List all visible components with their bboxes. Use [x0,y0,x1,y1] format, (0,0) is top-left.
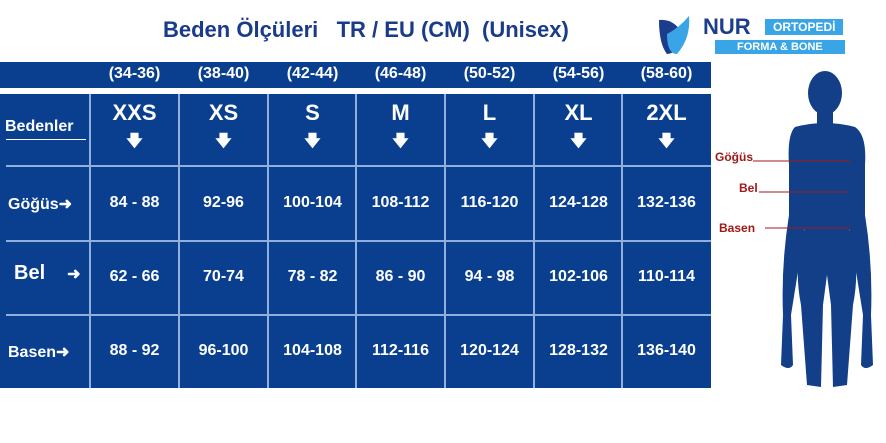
measurement-cell: 108-112 [371,194,430,211]
measurement-cell: 102-106 [549,268,608,285]
right-arrow-icon: ➜ [56,344,70,361]
size-header: XS 🡇 [179,100,268,157]
logo-brand: NUR [703,14,751,39]
right-arrow-icon: ➜ [58,196,73,213]
measurement-cell: 84 - 88 [109,194,160,211]
measurement-cell: 112-116 [372,342,429,359]
row-label-text: Basen [8,344,57,361]
size-header: L 🡇 [445,100,534,157]
size-range: (54-56) [552,65,605,82]
logo-sub: ORTOPEDİ [765,19,844,35]
measurement-cell: 100-104 [283,194,342,211]
measurement-cell: 92-96 [203,194,244,211]
down-arrow-icon: 🡇 [392,133,409,150]
measurement-cell: 136-140 [637,342,696,359]
size-label: 2XL [646,100,687,125]
row-label-text: Göğüs [8,196,59,213]
down-arrow-icon: 🡇 [215,133,232,150]
down-arrow-icon: 🡇 [304,133,321,150]
body-figure: Göğüs Bel Basen [715,65,885,395]
size-range: (58-60) [640,65,693,82]
row-label: Basen➜ [8,342,69,362]
size-range: (34-36) [108,65,161,82]
size-range: (50-52) [463,65,516,82]
size-range-band: (34-36) (38-40) (42-44) (46-48) (50-52) … [0,62,711,88]
size-label: M [391,100,410,125]
logo: NUR ORTOPEDİ FORMA & BONE [655,14,865,58]
figure-label-bel: Bel [739,181,758,195]
right-line-arrow-icon [6,139,86,140]
butterfly-logo-icon [659,16,690,54]
measurement-cell: 94 - 98 [464,268,515,285]
measurement-cell: 116-120 [460,194,519,211]
row-label: Göğüs➜ [8,194,72,214]
measurement-cell: 132-136 [637,194,696,211]
row-label-text: Bel [14,262,46,284]
size-label: XL [564,100,593,125]
size-label: S [305,100,320,125]
measurement-cell: 120-124 [460,342,519,359]
row-header-bedenler: Bedenler [5,118,74,135]
measurement-cell: 88 - 92 [109,342,160,359]
size-header: XL 🡇 [534,100,623,157]
size-header: 2XL 🡇 [622,100,711,157]
size-range: (38-40) [197,65,250,82]
figure-label-gogus: Göğüs [715,150,753,164]
size-header: S 🡇 [268,100,357,157]
measurement-cell: 78 - 82 [287,268,338,285]
measurement-cell: 62 - 66 [109,268,160,285]
measurement-cell: 110-114 [638,268,695,285]
logo-tagline: FORMA & BONE [715,40,845,54]
measurement-cell: 96-100 [198,342,249,359]
size-range: (42-44) [286,65,339,82]
row-label: Bel ➜ [14,262,81,285]
down-arrow-icon: 🡇 [481,133,498,150]
measurement-cell: 70-74 [203,268,244,285]
right-arrow-icon: ➜ [67,266,81,283]
size-header: M 🡇 [356,100,445,157]
size-label: XXS [112,100,157,125]
down-arrow-icon: 🡇 [126,133,143,150]
figure-label-basen: Basen [719,221,756,235]
human-silhouette-icon [753,71,873,387]
size-table: Bedenler XXS 🡇 XS 🡇 S 🡇 M 🡇 L 🡇 XL 🡇 2XL 🡇 Göğüs➜ 84 -… [0,94,711,388]
down-arrow-icon: 🡇 [570,133,587,150]
down-arrow-icon: 🡇 [658,133,675,150]
measurement-cell: 124-128 [549,194,608,211]
measurement-cell: 104-108 [283,342,342,359]
size-label: XS [208,100,239,125]
size-label: L [482,100,497,125]
size-range: (46-48) [374,65,427,82]
size-header: XXS 🡇 [90,100,179,157]
page-title: Beden Ölçüleri TR / EU (CM) (Unisex) [163,17,569,42]
measurement-cell: 128-132 [549,342,608,359]
measurement-cell: 86 - 90 [375,268,426,285]
